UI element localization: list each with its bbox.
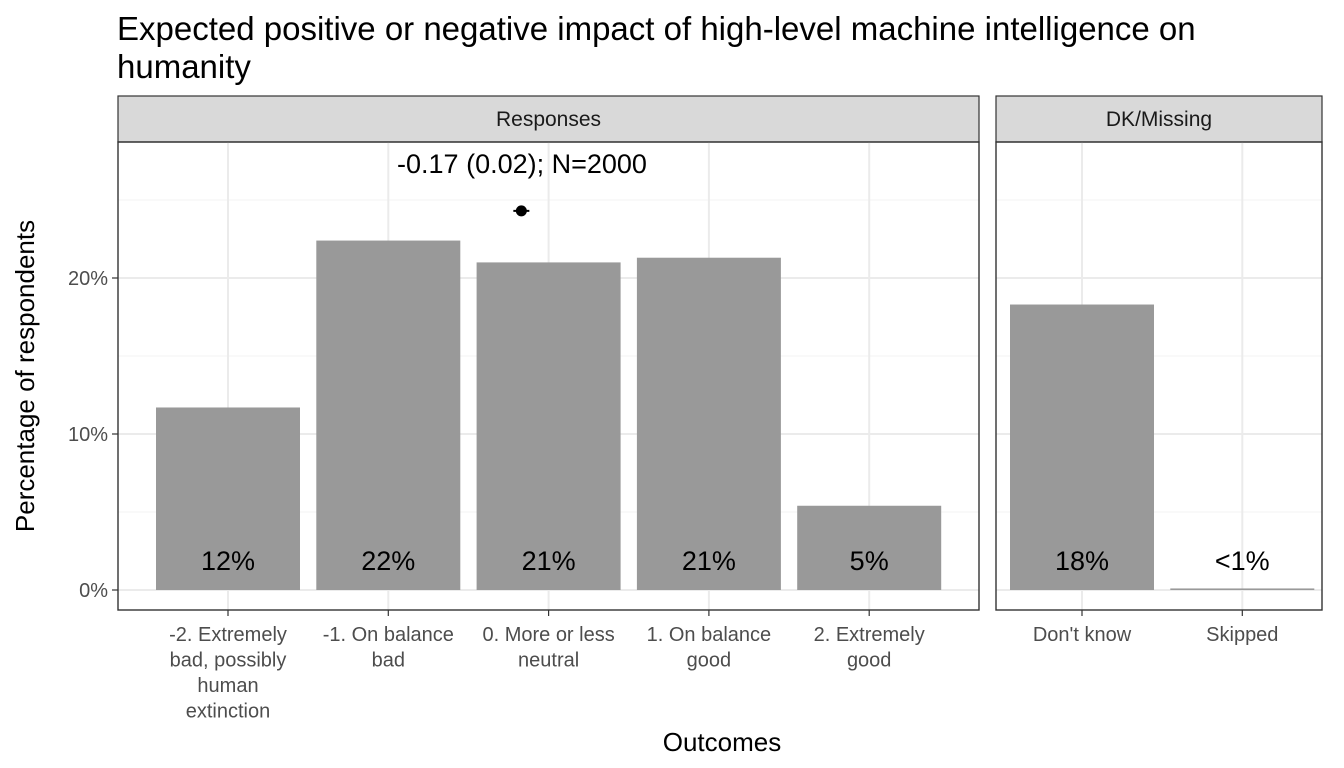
chart-title: Expected positive or negative impact of …	[117, 10, 1196, 85]
x-tick-label: 2. Extremely good	[814, 624, 925, 672]
x-axis-title: Outcomes	[663, 727, 782, 757]
panel-border	[995, 141, 1323, 611]
bar-value-label: 5%	[850, 546, 889, 576]
bar-value-label: 21%	[682, 546, 736, 576]
chart-title-line-2: humanity	[117, 48, 251, 85]
facet-panel-1: Responses 12% 22% 21% 21% 5% -0.17 (0.02); N=2…	[68, 95, 980, 723]
bar-value-label: 12%	[201, 546, 255, 576]
bar	[636, 257, 781, 590]
x-tick-label: -2. Extremely bad, possibly human extinctio…	[169, 624, 287, 723]
x-tick-label: 1. On balance good	[647, 624, 772, 672]
mean-annotation: -0.17 (0.02); N=2000	[397, 149, 647, 179]
mean-point	[515, 205, 527, 217]
bar-value-label: 18%	[1055, 546, 1109, 576]
bar	[316, 240, 461, 590]
bar	[476, 262, 621, 590]
facet-panel-2: DK/Missing 18% <1% Don't know Skipped	[995, 95, 1323, 646]
y-tick-label: 20%	[68, 268, 108, 290]
bar	[1170, 588, 1315, 590]
bar-value-label: <1%	[1215, 546, 1270, 576]
y-axis-title: Percentage of respondents	[10, 220, 40, 532]
x-tick-label: Skipped	[1206, 624, 1278, 646]
facet-strip-label: DK/Missing	[1106, 108, 1212, 131]
chart-panels: Responses 12% 22% 21% 21% 5% -0.17 (0.02); N=2…	[68, 95, 1323, 723]
facet-strip	[995, 95, 1323, 143]
x-tick-label: 0. More or less neutral	[482, 624, 614, 672]
facet-strip-label: Responses	[496, 108, 601, 131]
bar	[156, 407, 300, 590]
y-tick-label: 10%	[68, 424, 108, 446]
bar-value-label: 21%	[522, 546, 576, 576]
chart-title-line-1: Expected positive or negative impact of …	[117, 10, 1196, 47]
bar	[797, 505, 942, 590]
y-tick-label: 0%	[79, 580, 108, 602]
bar	[1010, 304, 1154, 590]
x-tick-label: Don't know	[1033, 624, 1132, 646]
bar-value-label: 22%	[361, 546, 415, 576]
facet-strip	[117, 95, 980, 143]
x-tick-label: -1. On balance bad	[323, 624, 454, 672]
